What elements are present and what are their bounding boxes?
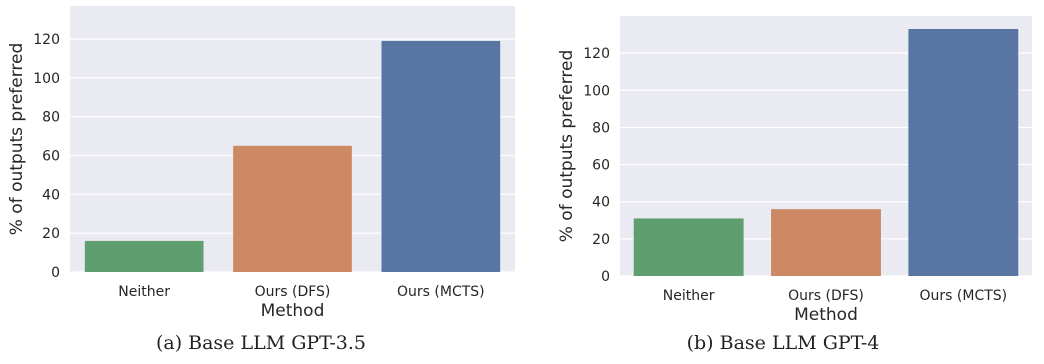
y-axis-label: % of outputs preferred — [557, 50, 577, 243]
bar-neither — [633, 218, 744, 276]
y-tick-label: 80 — [42, 110, 60, 126]
bar-chart-b: 0 20 40 60 80 100 120 Neither Ours (DFS) Ours (MC… — [557, 16, 1032, 325]
y-tick-label: 120 — [583, 46, 610, 62]
bar-neither — [84, 240, 204, 272]
y-tick-label: 40 — [42, 187, 60, 203]
y-tick-label: 0 — [51, 265, 60, 281]
y-tick-label: 100 — [33, 71, 60, 87]
bar-chart-a: 0 20 40 60 80 100 120 Neither Ours (DFS) Ours (MC… — [7, 6, 515, 321]
y-tick-label: 80 — [592, 120, 610, 136]
bar-ours-mcts — [908, 29, 1019, 276]
caption-a: (a) Base LLM GPT-3.5 — [155, 332, 367, 354]
y-tick-label: 0 — [601, 269, 610, 285]
bar-ours-dfs — [233, 145, 352, 272]
x-tick-label: Neither — [118, 284, 170, 300]
x-tick-label: Ours (DFS) — [255, 284, 331, 300]
bar-ours-dfs — [771, 209, 881, 276]
chart-panel-a: 0 20 40 60 80 100 120 Neither Ours (DFS) Ours (MC… — [7, 6, 515, 354]
x-axis-label: Method — [794, 305, 858, 325]
x-tick-label: Ours (MCTS) — [397, 284, 485, 300]
y-tick-label: 120 — [33, 32, 60, 48]
y-tick-label: 20 — [42, 226, 60, 242]
x-axis-label: Method — [261, 301, 325, 321]
y-tick-label: 100 — [583, 83, 610, 99]
x-tick-label: Ours (MCTS) — [920, 288, 1008, 304]
bar-ours-mcts — [381, 40, 501, 272]
caption-b: (b) Base LLM GPT-4 — [686, 332, 880, 354]
y-tick-label: 20 — [592, 232, 610, 248]
y-tick-label: 40 — [592, 195, 610, 211]
y-axis-label: % of outputs preferred — [7, 43, 27, 236]
y-tick-label: 60 — [42, 149, 60, 165]
chart-panel-b: 0 20 40 60 80 100 120 Neither Ours (DFS) Ours (MC… — [522, 0, 1044, 364]
x-tick-label: Ours (DFS) — [788, 288, 864, 304]
x-tick-label: Neither — [663, 288, 715, 304]
y-tick-label: 60 — [592, 158, 610, 174]
